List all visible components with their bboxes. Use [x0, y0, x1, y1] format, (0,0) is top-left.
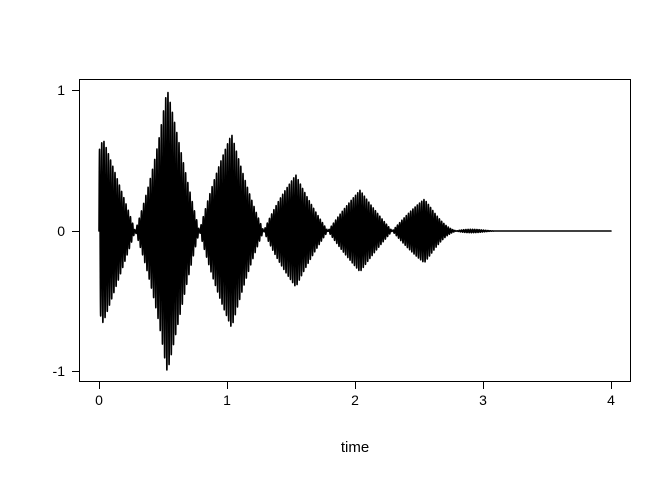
svg-text:3: 3	[479, 392, 487, 408]
svg-text:time: time	[341, 439, 369, 456]
svg-text:-1: -1	[53, 363, 66, 379]
svg-text:2: 2	[351, 392, 359, 408]
svg-text:1: 1	[57, 82, 65, 98]
svg-text:0: 0	[57, 223, 65, 239]
svg-text:4: 4	[607, 392, 615, 408]
svg-text:0: 0	[95, 392, 103, 408]
svg-text:1: 1	[223, 392, 231, 408]
